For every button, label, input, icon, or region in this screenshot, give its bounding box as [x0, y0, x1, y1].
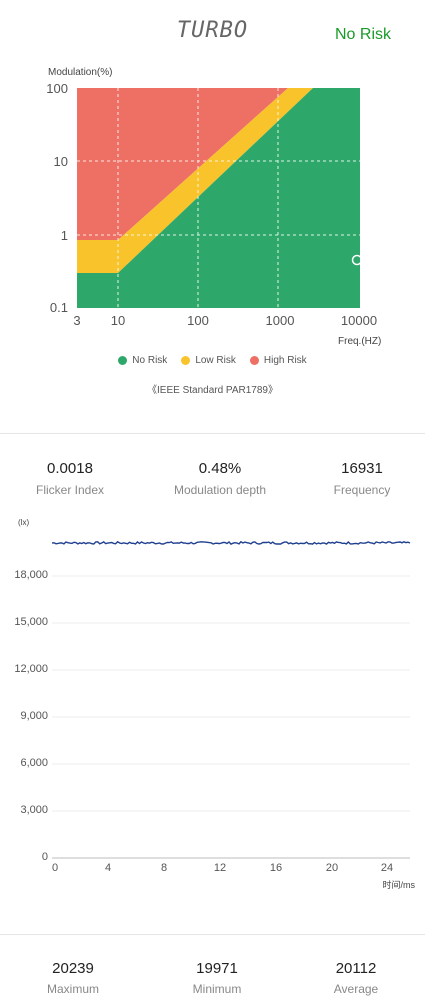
section-divider	[0, 433, 425, 434]
risk-gridlines	[77, 88, 360, 308]
lux-xtick: 8	[160, 862, 168, 874]
risk-ytick: 1	[60, 228, 68, 243]
average-label: Average	[333, 982, 379, 996]
legend-swatch-low-risk	[181, 356, 191, 365]
risk-status: No Risk	[334, 26, 391, 43]
flicker-index-label: Flicker Index	[35, 483, 105, 497]
region-no-risk	[77, 88, 360, 308]
region-high-risk	[77, 88, 288, 240]
legend-item: No Risk	[118, 355, 167, 366]
maximum-label: Maximum	[46, 982, 99, 996]
legend-item: High Risk	[249, 355, 307, 366]
lux-series-line	[51, 540, 411, 545]
lux-xtick: 16	[269, 862, 283, 874]
lux-ytick: 15,000	[14, 616, 48, 628]
frequency-label: Frequency	[333, 483, 391, 497]
lux-gridlines	[52, 575, 410, 812]
legend-label: High Risk	[263, 355, 307, 366]
lux-chart-xlabel: 时间/ms	[382, 880, 416, 890]
legend-swatch-no-risk	[118, 356, 128, 365]
risk-chart-xlabel: Freq.(HZ)	[338, 336, 382, 347]
risk-ytick: 100	[46, 81, 68, 96]
legend-label: No Risk	[132, 355, 168, 366]
lux-ytick: 9,000	[20, 710, 48, 722]
legend-swatch-high-risk	[249, 356, 259, 365]
risk-xtick: 10	[110, 313, 126, 328]
risk-ytick: 0.1	[49, 300, 68, 315]
measurement-marker	[351, 254, 363, 266]
app-title: TURBO	[176, 18, 249, 43]
lux-xtick: 20	[325, 862, 339, 874]
risk-xtick: 3	[73, 313, 81, 328]
risk-xtick: 10000	[340, 313, 378, 328]
lux-ytick: 12,000	[14, 663, 48, 675]
legend-item: Low Risk	[181, 355, 236, 366]
lux-ytick: 6,000	[20, 757, 48, 769]
average-value: 20112	[335, 960, 377, 977]
risk-regions	[77, 88, 360, 308]
standard-reference: 《IEEE Standard PAR1789》	[147, 385, 278, 396]
lux-ytick: 0	[41, 851, 48, 863]
minimum-value: 19971	[196, 960, 238, 977]
lux-xtick: 0	[51, 862, 59, 874]
frequency-value: 16931	[341, 460, 383, 477]
lux-xtick: 12	[213, 862, 227, 874]
lux-xtick: 24	[380, 862, 394, 874]
risk-xtick: 1000	[265, 313, 295, 328]
risk-xtick: 100	[187, 313, 209, 328]
risk-legend: No Risk Low Risk High Risk	[0, 355, 425, 366]
lux-ytick: 3,000	[20, 804, 48, 816]
section-divider	[0, 934, 425, 935]
lux-xtick: 4	[104, 862, 112, 874]
risk-ytick: 10	[53, 154, 68, 169]
lux-chart-ylabel: (lx)	[18, 518, 30, 527]
legend-label: Low Risk	[195, 355, 236, 366]
minimum-label: Minimum	[192, 982, 242, 996]
flicker-index-value: 0.0018	[47, 460, 93, 477]
modulation-depth-value: 0.48%	[198, 460, 242, 477]
risk-chart-ylabel: Modulation(%)	[48, 67, 113, 78]
risk-chart	[77, 88, 363, 308]
lux-ytick: 18,000	[14, 569, 48, 581]
modulation-depth-label: Modulation depth	[173, 483, 267, 497]
region-low-risk	[77, 88, 313, 273]
maximum-value: 20239	[52, 960, 94, 977]
